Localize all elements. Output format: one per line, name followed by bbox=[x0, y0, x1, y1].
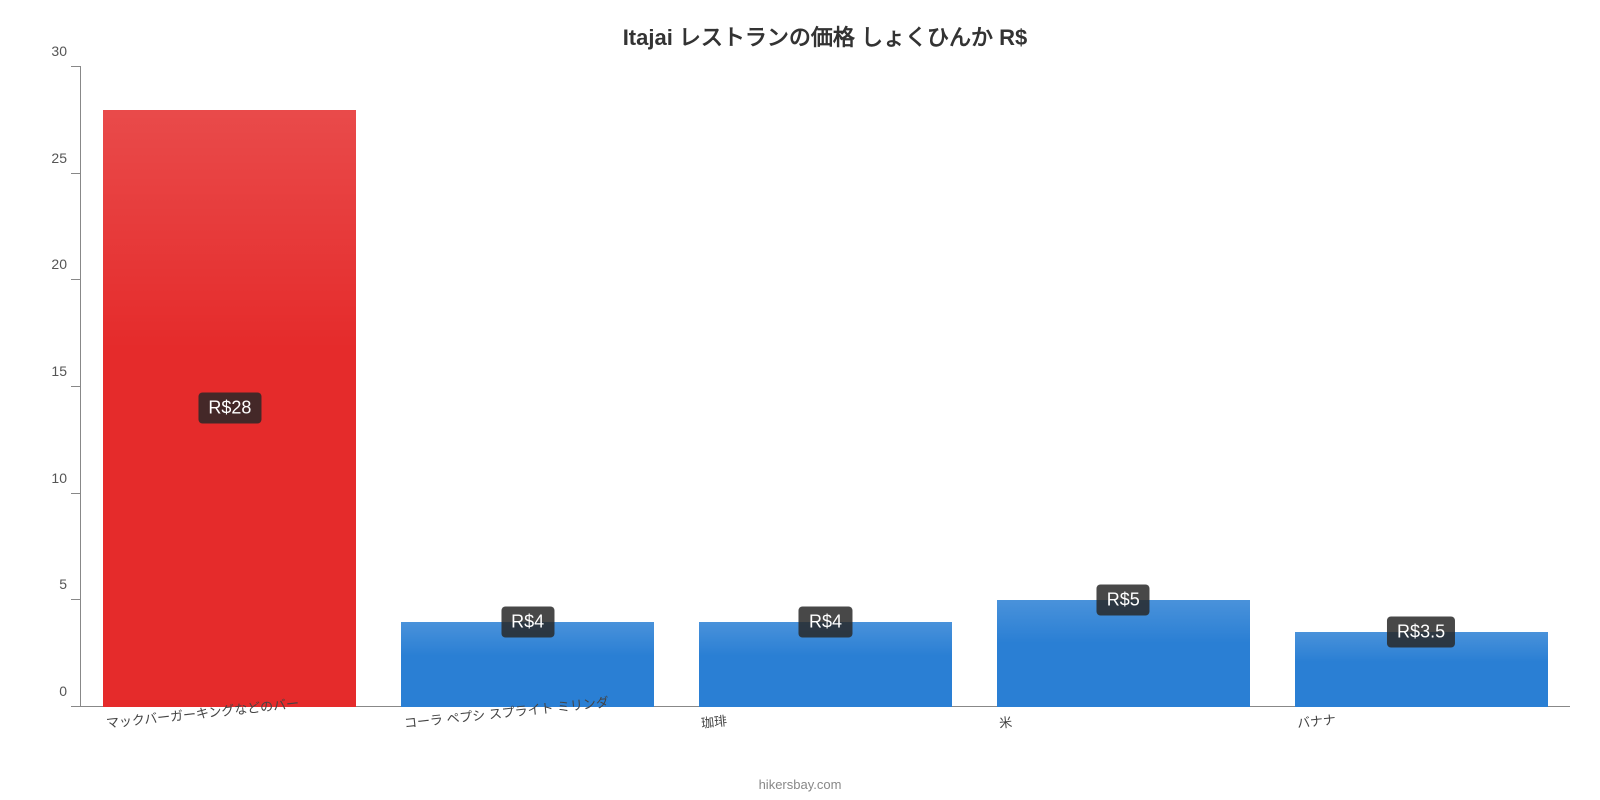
chart-title: Itajai レストランの価格 しょくひんか R$ bbox=[80, 20, 1570, 52]
value-badge: R$28 bbox=[198, 393, 261, 424]
bar-slot: R$4 bbox=[677, 67, 975, 707]
bar-slot: R$5 bbox=[974, 67, 1272, 707]
y-tick-label: 5 bbox=[59, 576, 81, 592]
x-axis-label: 米 bbox=[998, 712, 1013, 732]
y-tick bbox=[71, 599, 81, 600]
bar: R$5 bbox=[997, 600, 1250, 707]
plot-area: R$28R$4R$4R$5R$3.5 マックバーガーキングなどのバーコーラ ペプ… bbox=[80, 67, 1570, 707]
bar: R$3.5 bbox=[1295, 632, 1548, 707]
bar-slot: R$28 bbox=[81, 67, 379, 707]
bars-group: R$28R$4R$4R$5R$3.5 bbox=[81, 67, 1570, 707]
bar-slot: R$3.5 bbox=[1272, 67, 1570, 707]
y-tick-label: 30 bbox=[51, 43, 81, 59]
bar: R$4 bbox=[401, 622, 654, 707]
y-tick bbox=[71, 66, 81, 67]
y-tick bbox=[71, 386, 81, 387]
chart-container: Itajai レストランの価格 しょくひんか R$ R$28R$4R$4R$5R… bbox=[0, 0, 1600, 800]
y-tick-label: 0 bbox=[59, 683, 81, 699]
y-tick bbox=[71, 279, 81, 280]
x-axis-label: 珈琲 bbox=[700, 710, 728, 732]
bar-slot: R$4 bbox=[379, 67, 677, 707]
y-tick-label: 10 bbox=[51, 470, 81, 486]
chart-footer: hikersbay.com bbox=[0, 777, 1600, 792]
y-tick bbox=[71, 173, 81, 174]
bar-highlight bbox=[103, 110, 356, 349]
bar: R$4 bbox=[699, 622, 952, 707]
bar: R$28 bbox=[103, 110, 356, 707]
value-badge: R$4 bbox=[501, 606, 554, 637]
y-tick-label: 15 bbox=[51, 363, 81, 379]
y-tick bbox=[71, 493, 81, 494]
value-badge: R$4 bbox=[799, 606, 852, 637]
y-tick-label: 25 bbox=[51, 150, 81, 166]
x-axis-label: バナナ bbox=[1296, 709, 1337, 732]
value-badge: R$5 bbox=[1097, 585, 1150, 616]
y-tick bbox=[71, 706, 81, 707]
y-tick-label: 20 bbox=[51, 256, 81, 272]
value-badge: R$3.5 bbox=[1387, 617, 1455, 648]
